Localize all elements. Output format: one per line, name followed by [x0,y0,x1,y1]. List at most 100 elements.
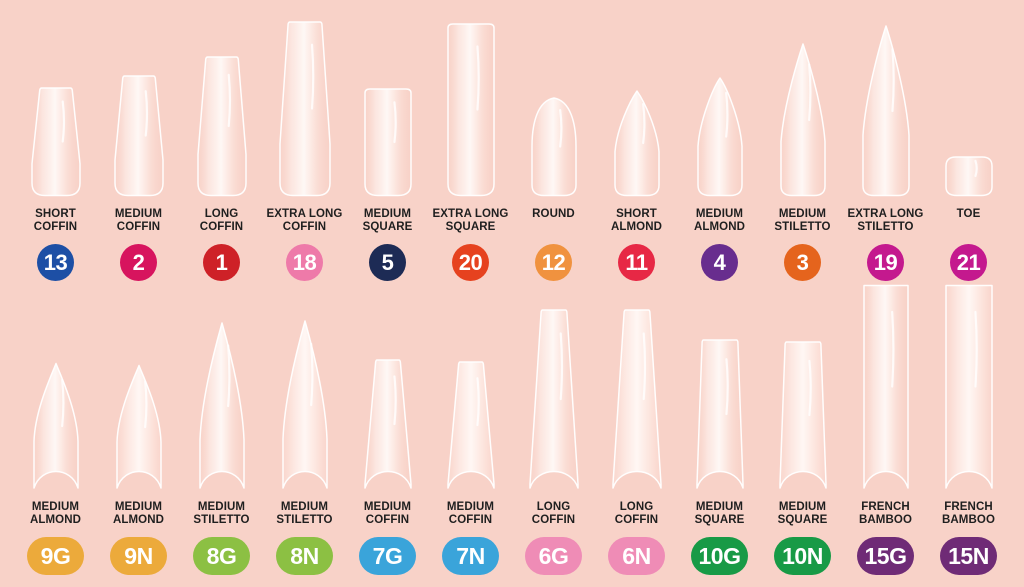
nail-number-badge: 7G [359,537,416,575]
nail-tip-graphic [32,362,79,489]
nail-shape-label-line: MEDIUM [695,501,744,513]
nail-shape-label-line: MEDIUM [114,501,163,513]
nail-shape-label-line: SQUARE [362,220,413,233]
nail-item-9n: MEDIUM ALMOND 9N [97,283,180,575]
nail-tip-graphic [695,339,744,489]
nail-number-badge: 15G [857,537,914,575]
nail-shape-label: SHORT ALMOND [611,208,662,234]
nail-item-8g: MEDIUM STILETTO 8G [180,283,263,575]
nail-shape-label-line: MEDIUM [31,501,80,513]
nail-tip-graphic [113,75,164,197]
nail-shape-label-line: SHORT [35,208,76,220]
nail-graphic-area [595,0,678,197]
nail-shape-label-line: TOE [956,208,981,220]
nail-item-19: EXTRA LONG STILETTO 19 [844,0,927,281]
nail-shape-label: ROUND [532,208,575,234]
nail-item-5: MEDIUM SQUARE 5 [346,0,429,281]
nail-tip-graphic [696,77,743,197]
nail-shape-label-line: FRENCH [861,501,910,513]
nail-number-badge: 5 [369,244,406,281]
nail-graphic-area [97,0,180,197]
nail-shape-label: EXTRA LONG STILETTO [848,208,924,234]
nail-item-6g: LONG COFFIN 6G [512,283,595,575]
nail-shape-label-line: MEDIUM [778,208,827,220]
nail-tip-graphic [446,23,495,197]
nail-tip-graphic [944,156,993,197]
nail-tip-graphic [363,88,412,197]
nail-shape-label: MEDIUM STILETTO [276,501,332,527]
nail-shape-label-line: LONG [619,501,654,513]
nail-graphic-area [429,283,512,490]
nail-number-badge: 18 [286,244,323,281]
nail-shape-label: TOE [957,208,981,234]
nail-shape-label-line: SQUARE [445,220,496,233]
nail-tip-graphic [861,25,910,197]
nail-graphic-area [927,0,1010,197]
nail-graphic-area [429,0,512,197]
nail-shape-label-line: STILETTO [276,513,333,526]
nail-tip-graphic [363,359,412,489]
nail-number-badge: 4 [701,244,738,281]
nail-graphic-area [678,0,761,197]
nail-tip-graphic [115,364,162,489]
nail-shape-label: MEDIUM STILETTO [193,501,249,527]
nail-item-21: TOE 21 [927,0,1010,281]
nail-tip-graphic [778,341,827,489]
nail-graphic-area [346,0,429,197]
nail-shape-label-line: SQUARE [777,513,828,526]
nail-number-badge: 7N [442,537,499,575]
nail-tip-graphic [944,284,993,489]
nail-shape-label-line: BAMBOO [859,513,912,526]
nail-shape-label-line: MEDIUM [695,208,744,220]
nail-tip-graphic [446,361,495,489]
nail-shape-label-line: EXTRA LONG [266,208,343,220]
nail-shape-label: MEDIUM SQUARE [778,501,828,527]
nail-number-badge: 9N [110,537,167,575]
nail-shape-label: MEDIUM ALMOND [113,501,164,527]
nail-shape-label-line: FRENCH [944,501,993,513]
nail-shape-label-line: COFFIN [199,220,244,233]
nail-number-badge: 2 [120,244,157,281]
nail-shape-label: LONG COFFIN [532,501,575,527]
nail-shape-label-line: ROUND [532,208,575,220]
nail-number-badge: 10N [774,537,831,575]
top-row: SHORT COFFIN 13 MEDIUM COFFIN 2 LONG COFFIN 1 EXT… [14,0,1010,281]
nail-shape-label: MEDIUM STILETTO [774,208,830,234]
nail-graphic-area [678,283,761,490]
nail-shape-label-line: EXTRA LONG [847,208,924,220]
nail-shape-label: MEDIUM ALMOND [30,501,81,527]
nail-shape-label-line: MEDIUM [114,208,163,220]
nail-graphic-area [263,0,346,197]
nail-graphic-area [512,0,595,197]
nail-graphic-area [180,283,263,490]
nail-graphic-area [927,283,1010,490]
nail-shape-label-line: STILETTO [774,220,831,233]
nail-tip-graphic [198,322,245,489]
nail-tip-graphic [196,56,247,197]
nail-item-7g: MEDIUM COFFIN 7G [346,283,429,575]
nail-item-10n: MEDIUM SQUARE 10N [761,283,844,575]
nail-shape-label-line: COFFIN [614,513,659,526]
nail-graphic-area [14,283,97,490]
nail-shape-label-line: COFFIN [531,513,576,526]
nail-shape-label-line: COFFIN [448,513,493,526]
nail-item-12: ROUND 12 [512,0,595,281]
nail-graphic-area [97,283,180,490]
nail-item-7n: MEDIUM COFFIN 7N [429,283,512,575]
nail-graphic-area [14,0,97,197]
nail-tip-graphic [862,284,909,489]
nail-shape-label: MEDIUM COFFIN [447,501,494,527]
nail-shape-label: FRENCH BAMBOO [859,501,912,527]
nail-shape-label: MEDIUM SQUARE [695,501,745,527]
nail-shape-label-line: ALMOND [112,513,165,526]
nail-item-13: SHORT COFFIN 13 [14,0,97,281]
nail-graphic-area [180,0,263,197]
nail-shape-label-line: MEDIUM [446,501,495,513]
nail-shape-label-line: MEDIUM [363,208,412,220]
nail-number-badge: 19 [867,244,904,281]
nail-shape-label-line: STILETTO [857,220,914,233]
nail-shape-label-line: COFFIN [365,513,410,526]
nail-shape-label-line: SHORT [616,208,657,220]
nail-graphic-area [844,283,927,490]
nail-number-badge: 13 [37,244,74,281]
